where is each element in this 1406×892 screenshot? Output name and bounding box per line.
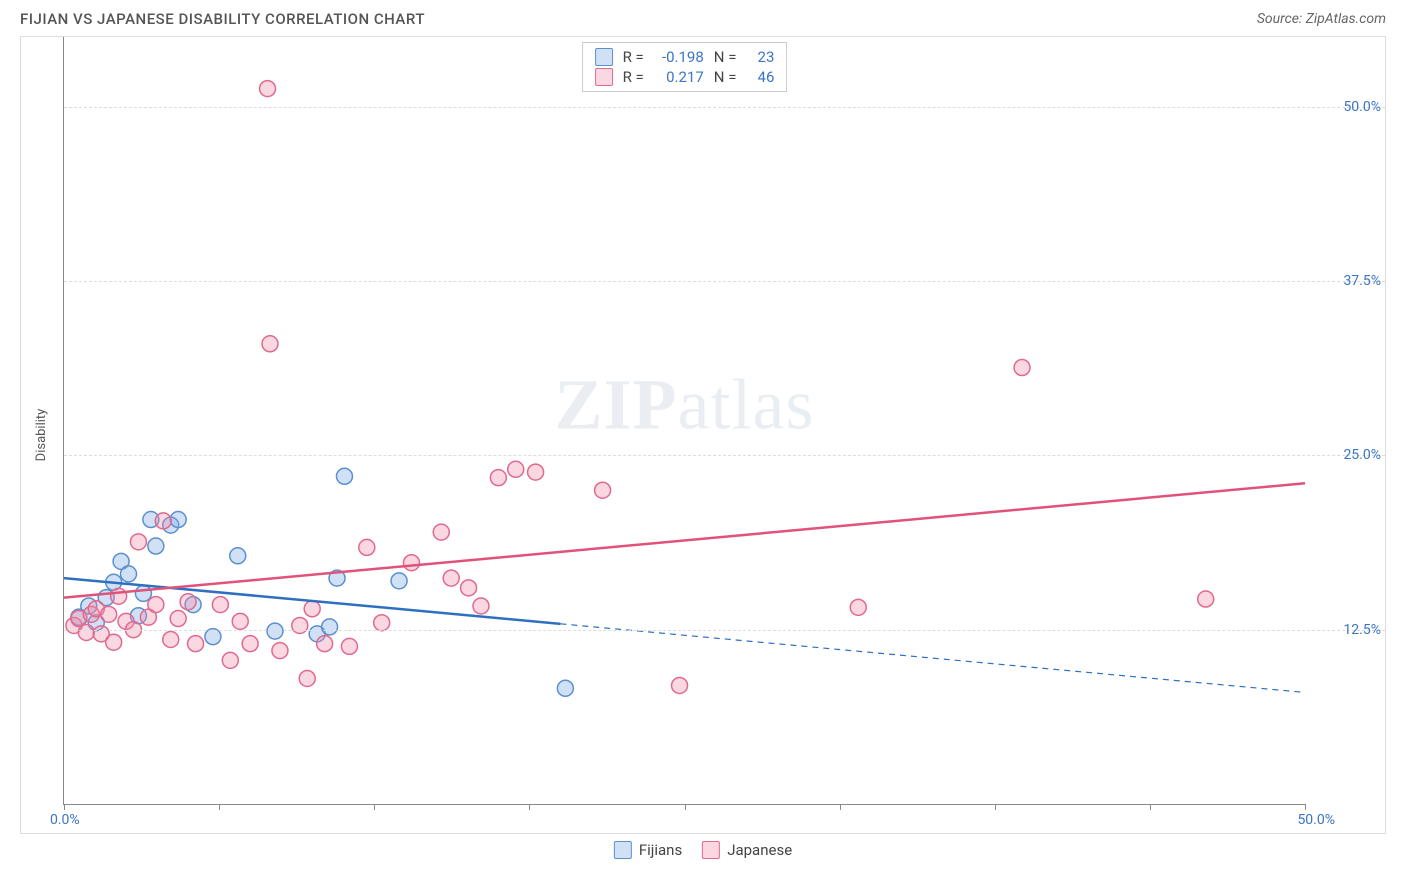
scatter-point <box>374 615 390 631</box>
scatter-point <box>341 638 357 654</box>
bottom-legend: Fijians Japanese <box>614 841 792 859</box>
x-tick <box>529 804 530 810</box>
y-tick-label: 25.0% <box>1343 447 1381 463</box>
scatter-point <box>135 585 151 601</box>
scatter-point <box>403 555 419 571</box>
scatter-point <box>260 81 276 97</box>
chart-container: Disability ZIPatlas R = -0.198 N = 23 R … <box>20 36 1386 834</box>
scatter-point <box>317 636 333 652</box>
legend-label: Fijians <box>639 841 682 859</box>
scatter-point <box>163 631 179 647</box>
legend-label: Japanese <box>727 841 792 859</box>
scatter-point <box>188 636 204 652</box>
stat-r-label: R = <box>623 68 644 86</box>
legend-swatch <box>595 68 613 86</box>
scatter-point <box>170 512 186 528</box>
scatter-point <box>304 601 320 617</box>
scatter-point <box>242 636 258 652</box>
scatter-point <box>148 597 164 613</box>
scatter-point <box>262 336 278 352</box>
stats-legend: R = -0.198 N = 23 R = 0.217 N = 46 <box>582 42 788 92</box>
scatter-point <box>106 634 122 650</box>
scatter-point <box>230 548 246 564</box>
grid-line <box>64 107 1385 108</box>
stats-legend-row: R = -0.198 N = 23 <box>595 47 775 67</box>
scatter-point <box>672 677 688 693</box>
stat-r-label: R = <box>623 48 644 66</box>
stat-n-label: N = <box>714 48 737 66</box>
legend-swatch <box>614 841 632 859</box>
stat-n-label: N = <box>714 68 737 86</box>
scatter-point <box>490 470 506 486</box>
scatter-point <box>443 570 459 586</box>
x-tick <box>219 804 220 810</box>
y-tick-label: 50.0% <box>1343 99 1381 115</box>
grid-line <box>64 630 1385 631</box>
chart-header: FIJIAN VS JAPANESE DISABILITY CORRELATIO… <box>0 0 1406 36</box>
scatter-point <box>155 513 171 529</box>
x-tick <box>995 804 996 810</box>
scatter-point <box>1014 360 1030 376</box>
scatter-point <box>78 624 94 640</box>
scatter-point <box>1198 591 1214 607</box>
x-tick <box>374 804 375 810</box>
scatter-point <box>121 566 137 582</box>
scatter-point <box>336 468 352 484</box>
chart-source: Source: ZipAtlas.com <box>1257 11 1386 27</box>
stat-n-value: 46 <box>746 68 774 86</box>
stats-legend-row: R = 0.217 N = 46 <box>595 67 775 87</box>
x-axis-max-label: 50.0% <box>1297 812 1335 828</box>
scatter-point <box>850 599 866 615</box>
scatter-point <box>205 629 221 645</box>
grid-line <box>64 455 1385 456</box>
scatter-point <box>148 538 164 554</box>
scatter-point <box>180 594 196 610</box>
y-tick-label: 12.5% <box>1343 622 1381 638</box>
scatter-point <box>557 680 573 696</box>
x-tick <box>1305 804 1306 810</box>
y-axis-label: Disability <box>34 409 49 462</box>
x-tick <box>685 804 686 810</box>
scatter-point <box>461 580 477 596</box>
stat-r-value: 0.217 <box>654 68 704 86</box>
scatter-point <box>130 534 146 550</box>
x-tick <box>840 804 841 810</box>
plot-svg <box>64 37 1305 804</box>
scatter-point <box>222 652 238 668</box>
stat-n-value: 23 <box>746 48 774 66</box>
scatter-point <box>595 482 611 498</box>
bottom-legend-item: Japanese <box>702 841 792 859</box>
scatter-point <box>111 588 127 604</box>
scatter-point <box>433 524 449 540</box>
legend-swatch <box>702 841 720 859</box>
plot-area: ZIPatlas R = -0.198 N = 23 R = 0.217 N =… <box>63 37 1305 805</box>
scatter-point <box>292 617 308 633</box>
scatter-point <box>170 611 186 627</box>
scatter-point <box>508 461 524 477</box>
trend-line <box>64 483 1305 597</box>
scatter-point <box>272 643 288 659</box>
legend-swatch <box>595 48 613 66</box>
stat-r-value: -0.198 <box>654 48 704 66</box>
bottom-legend-item: Fijians <box>614 841 682 859</box>
scatter-point <box>322 619 338 635</box>
scatter-point <box>299 670 315 686</box>
scatter-point <box>391 573 407 589</box>
x-axis-min-label: 0.0% <box>50 812 80 828</box>
y-tick-label: 37.5% <box>1343 273 1381 289</box>
chart-title: FIJIAN VS JAPANESE DISABILITY CORRELATIO… <box>20 10 425 28</box>
scatter-point <box>473 598 489 614</box>
scatter-point <box>528 464 544 480</box>
scatter-point <box>359 539 375 555</box>
scatter-point <box>101 606 117 622</box>
scatter-point <box>232 613 248 629</box>
scatter-point <box>212 597 228 613</box>
x-tick <box>64 804 65 810</box>
scatter-point <box>267 623 283 639</box>
grid-line <box>64 281 1385 282</box>
x-tick <box>1150 804 1151 810</box>
